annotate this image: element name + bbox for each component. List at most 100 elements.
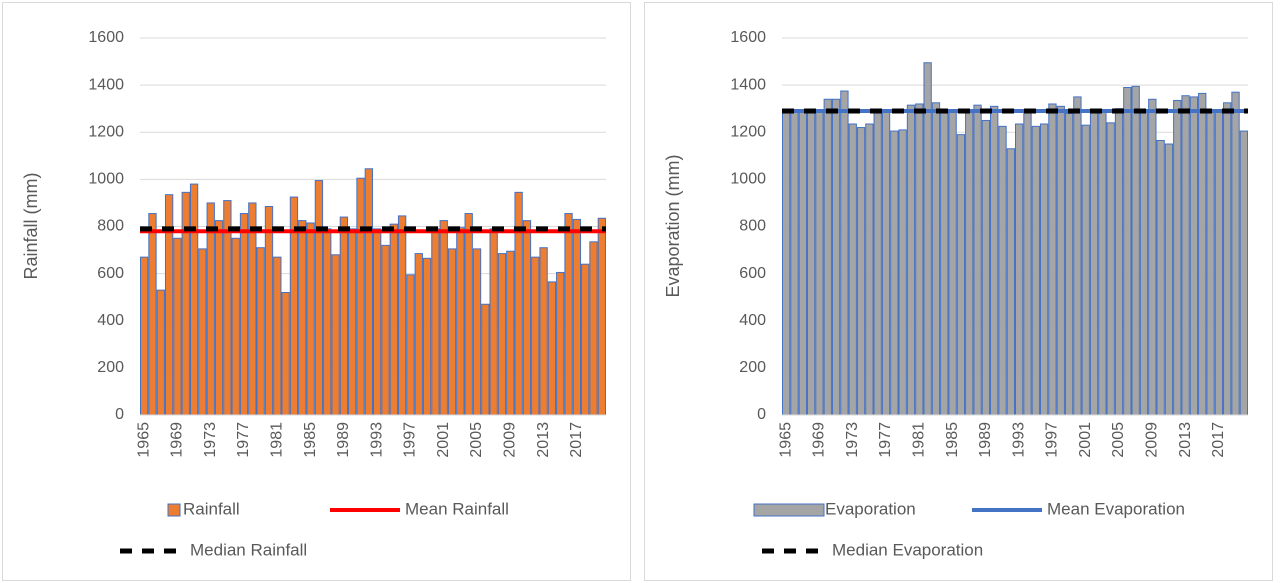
bar (189, 183, 199, 416)
bar (931, 102, 941, 416)
y-tick-label: 1400 (730, 76, 766, 93)
bar (1098, 109, 1107, 416)
y-tick-label: 800 (97, 218, 124, 235)
bar (314, 180, 324, 416)
bar (547, 281, 557, 416)
bar (923, 62, 932, 416)
bar (556, 271, 565, 416)
bar (915, 103, 924, 416)
bar (1006, 148, 1016, 416)
bar (489, 228, 498, 416)
bar (581, 263, 590, 416)
y-tick-label: 400 (97, 312, 124, 329)
bar (790, 110, 799, 416)
bar (1214, 110, 1224, 416)
bar (148, 213, 157, 416)
bar (948, 111, 957, 416)
x-tick-label: 2009 (1144, 422, 1161, 458)
x-tick-label: 1989 (977, 422, 994, 458)
bar (514, 191, 523, 416)
x-tick-label: 2009 (502, 422, 519, 458)
y-tick-label: 200 (739, 359, 766, 376)
bar (1206, 110, 1215, 416)
bar (865, 123, 874, 416)
bar (181, 191, 190, 416)
bar (173, 237, 182, 416)
x-tick-label: 1969 (169, 422, 186, 458)
bar (397, 215, 407, 416)
bar (214, 220, 224, 416)
bar (373, 228, 382, 416)
bar (306, 222, 315, 416)
bar (1173, 99, 1182, 416)
x-tick-label: 1997 (402, 422, 419, 458)
bar (364, 168, 373, 416)
x-tick-label: 1965 (777, 422, 794, 458)
bar (823, 98, 832, 416)
bar (973, 104, 982, 416)
bar (890, 130, 899, 416)
bar (956, 134, 966, 416)
bar (248, 202, 257, 416)
bar (873, 110, 882, 416)
bar (156, 289, 165, 416)
bar (1148, 98, 1157, 416)
bar (231, 237, 240, 416)
bar (339, 216, 349, 416)
bar (940, 110, 949, 416)
bar (589, 241, 598, 416)
x-tick-label: 1997 (1044, 422, 1061, 458)
y-tick-label: 400 (739, 312, 766, 329)
y-tick-label: 1600 (88, 29, 124, 46)
bar (431, 228, 440, 416)
x-tick-label: 1977 (235, 422, 252, 458)
legend-label: Rainfall (183, 499, 240, 518)
bar (472, 248, 482, 416)
y-axis-title: Rainfall (mm) (21, 172, 41, 279)
bar (1073, 96, 1082, 416)
x-tick-label: 1973 (844, 422, 861, 458)
x-tick-label: 2005 (1110, 422, 1127, 458)
bar (848, 123, 857, 416)
y-tick-label: 600 (739, 265, 766, 282)
legend-label: Evaporation (825, 499, 916, 518)
legend-swatch (753, 503, 825, 517)
bar (206, 202, 215, 416)
bar (990, 105, 999, 416)
legend-label: Mean Rainfall (405, 499, 509, 518)
x-tick-label: 1989 (335, 422, 352, 458)
bar (1089, 109, 1099, 416)
bar (323, 228, 332, 416)
bar (522, 220, 532, 416)
y-tick-label: 200 (97, 359, 124, 376)
y-tick-label: 1400 (88, 76, 124, 93)
bar (840, 90, 849, 416)
x-tick-label: 1985 (944, 422, 961, 458)
legend-label: Median Rainfall (190, 540, 307, 559)
x-tick-label: 1981 (911, 422, 928, 458)
panel (2, 2, 631, 581)
bar (906, 104, 916, 416)
bar (506, 250, 515, 416)
legend-swatch (167, 503, 181, 517)
bar (1139, 110, 1149, 416)
bar (831, 98, 841, 416)
bar (798, 110, 807, 416)
bar (965, 111, 974, 416)
bar (782, 111, 791, 416)
bar (1023, 110, 1032, 416)
bar (406, 274, 415, 416)
bar (1189, 96, 1199, 416)
bar (331, 254, 340, 416)
bar (998, 125, 1007, 416)
bar (1123, 86, 1132, 416)
bar (281, 291, 290, 416)
x-tick-label: 1985 (302, 422, 319, 458)
bar (414, 253, 423, 416)
x-tick-label: 2005 (468, 422, 485, 458)
bar (898, 129, 907, 416)
x-tick-label: 1981 (269, 422, 286, 458)
bar (256, 247, 265, 416)
bar (564, 213, 573, 416)
